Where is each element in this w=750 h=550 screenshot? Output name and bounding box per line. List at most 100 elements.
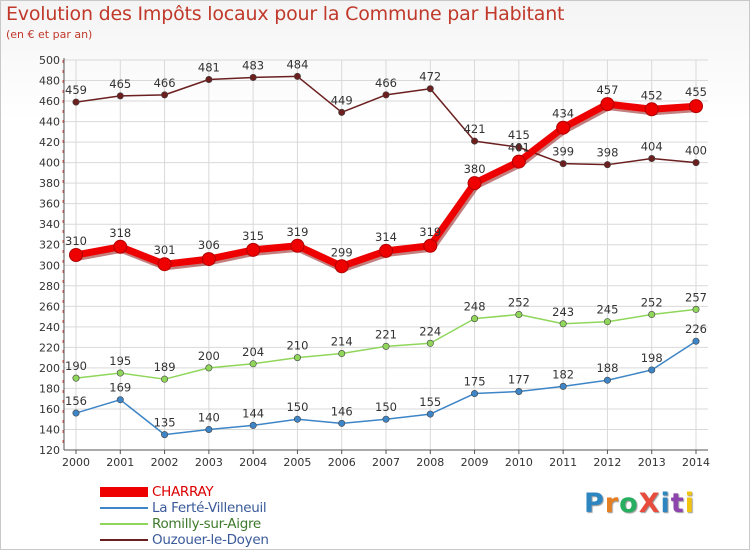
data-label-la-ferte-villeneuil: 177 bbox=[508, 373, 530, 387]
data-label-ouzouer-le-doyen: 415 bbox=[508, 128, 530, 142]
data-label-la-ferte-villeneuil: 182 bbox=[552, 367, 574, 381]
data-label-romilly-sur-aigre: 243 bbox=[552, 305, 574, 319]
data-label-romilly-sur-aigre: 252 bbox=[641, 296, 663, 310]
y-tick-label: 160 bbox=[39, 403, 60, 416]
data-point-charray bbox=[246, 242, 261, 257]
x-tick-label: 2005 bbox=[283, 456, 311, 469]
data-label-ouzouer-le-doyen: 421 bbox=[464, 122, 486, 136]
data-point-ouzouer-le-doyen bbox=[648, 155, 656, 163]
y-tick-label: 500 bbox=[39, 54, 60, 67]
data-point-la-ferte-villeneuil bbox=[293, 415, 301, 423]
data-point-ouzouer-le-doyen bbox=[603, 161, 611, 169]
legend-label: CHARRAY bbox=[152, 484, 214, 500]
data-point-la-ferte-villeneuil bbox=[382, 415, 390, 423]
data-point-charray bbox=[556, 120, 571, 135]
data-point-charray bbox=[69, 248, 83, 262]
legend-label: Romilly-sur-Aigre bbox=[152, 516, 261, 532]
data-label-ouzouer-le-doyen: 466 bbox=[154, 76, 176, 90]
data-label-romilly-sur-aigre: 252 bbox=[508, 296, 530, 310]
data-point-ouzouer-le-doyen bbox=[249, 73, 257, 81]
data-label-romilly-sur-aigre: 245 bbox=[596, 303, 618, 317]
data-point-la-ferte-villeneuil bbox=[116, 396, 124, 404]
data-point-romilly-sur-aigre bbox=[338, 350, 346, 358]
y-tick-label: 460 bbox=[39, 95, 60, 108]
y-tick-label: 300 bbox=[39, 259, 60, 272]
legend-item-romilly-sur-aigre: Romilly-sur-Aigre bbox=[100, 516, 269, 532]
proxiti-logo: ProXiti bbox=[584, 488, 695, 519]
y-tick-label: 240 bbox=[39, 321, 60, 334]
data-label-romilly-sur-aigre: 204 bbox=[242, 345, 264, 359]
chart-title: Evolution des Impôts locaux pour la Comm… bbox=[6, 3, 565, 25]
data-label-ouzouer-le-doyen: 449 bbox=[331, 93, 353, 107]
data-label-romilly-sur-aigre: 224 bbox=[419, 324, 441, 338]
data-point-ouzouer-le-doyen bbox=[692, 159, 700, 167]
data-label-ouzouer-le-doyen: 483 bbox=[242, 58, 264, 72]
data-label-charray: 318 bbox=[109, 226, 131, 240]
data-label-la-ferte-villeneuil: 150 bbox=[375, 400, 397, 414]
data-label-charray: 301 bbox=[154, 243, 176, 257]
legend: CHARRAY La Ferté-Villeneuil Romilly-sur-Ai… bbox=[100, 484, 269, 548]
data-label-la-ferte-villeneuil: 175 bbox=[464, 375, 486, 389]
data-point-ouzouer-le-doyen bbox=[515, 143, 523, 151]
data-label-romilly-sur-aigre: 210 bbox=[286, 339, 308, 353]
x-tick-label: 2001 bbox=[106, 456, 134, 469]
data-label-charray: 434 bbox=[552, 107, 574, 121]
data-label-la-ferte-villeneuil: 169 bbox=[109, 381, 131, 395]
data-point-ouzouer-le-doyen bbox=[205, 76, 213, 84]
y-tick-label: 280 bbox=[39, 280, 60, 293]
data-label-romilly-sur-aigre: 189 bbox=[154, 360, 176, 374]
data-point-ouzouer-le-doyen bbox=[338, 108, 346, 116]
data-label-ouzouer-le-doyen: 466 bbox=[375, 76, 397, 90]
x-tick-label: 2007 bbox=[372, 456, 400, 469]
data-point-charray bbox=[113, 239, 128, 254]
data-label-charray: 315 bbox=[242, 229, 264, 243]
data-label-ouzouer-le-doyen: 472 bbox=[419, 70, 441, 84]
x-tick-label: 2011 bbox=[549, 456, 577, 469]
data-label-la-ferte-villeneuil: 140 bbox=[198, 410, 220, 424]
data-point-romilly-sur-aigre bbox=[648, 311, 656, 319]
data-label-charray: 306 bbox=[198, 238, 220, 252]
data-point-charray bbox=[644, 102, 659, 117]
x-tick-label: 2013 bbox=[638, 456, 666, 469]
data-point-romilly-sur-aigre bbox=[382, 342, 390, 350]
data-label-la-ferte-villeneuil: 135 bbox=[154, 416, 176, 430]
legend-swatch bbox=[100, 507, 148, 509]
legend-swatch bbox=[100, 487, 148, 497]
data-point-ouzouer-le-doyen bbox=[161, 91, 169, 99]
y-tick-label: 400 bbox=[39, 157, 60, 170]
x-tick-label: 2003 bbox=[195, 456, 223, 469]
y-tick-label: 360 bbox=[39, 198, 60, 211]
y-tick-label: 420 bbox=[39, 136, 60, 149]
data-label-charray: 457 bbox=[596, 83, 618, 97]
y-tick-label: 220 bbox=[39, 341, 60, 354]
data-point-la-ferte-villeneuil bbox=[471, 390, 479, 398]
data-label-la-ferte-villeneuil: 226 bbox=[685, 322, 707, 336]
data-point-romilly-sur-aigre bbox=[249, 360, 257, 368]
data-point-romilly-sur-aigre bbox=[116, 369, 124, 377]
data-point-romilly-sur-aigre bbox=[515, 311, 523, 319]
data-point-la-ferte-villeneuil bbox=[648, 366, 656, 374]
legend-item-la-ferte-villeneuil: La Ferté-Villeneuil bbox=[100, 500, 269, 516]
legend-label: La Ferté-Villeneuil bbox=[152, 500, 267, 516]
data-label-charray: 455 bbox=[685, 85, 707, 99]
data-label-la-ferte-villeneuil: 155 bbox=[419, 395, 441, 409]
data-point-romilly-sur-aigre bbox=[161, 375, 169, 383]
data-label-romilly-sur-aigre: 200 bbox=[198, 349, 220, 363]
data-point-charray bbox=[201, 252, 216, 267]
data-point-la-ferte-villeneuil bbox=[205, 425, 213, 433]
data-label-la-ferte-villeneuil: 150 bbox=[286, 400, 308, 414]
data-label-romilly-sur-aigre: 195 bbox=[109, 354, 131, 368]
data-point-romilly-sur-aigre bbox=[471, 315, 479, 323]
data-point-romilly-sur-aigre bbox=[293, 354, 301, 362]
data-point-la-ferte-villeneuil bbox=[72, 409, 80, 417]
data-label-charray: 319 bbox=[286, 225, 308, 239]
data-point-ouzouer-le-doyen bbox=[426, 85, 434, 93]
data-point-charray bbox=[423, 238, 438, 253]
y-tick-label: 440 bbox=[39, 116, 60, 129]
data-point-charray bbox=[334, 259, 349, 274]
y-tick-label: 180 bbox=[39, 382, 60, 395]
data-label-romilly-sur-aigre: 190 bbox=[65, 359, 87, 373]
data-point-charray bbox=[467, 176, 482, 191]
data-point-ouzouer-le-doyen bbox=[293, 72, 301, 80]
